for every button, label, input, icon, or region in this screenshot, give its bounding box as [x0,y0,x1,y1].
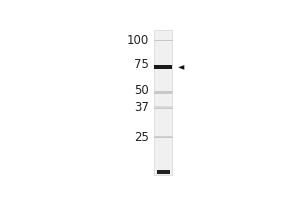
Bar [154,136,172,137]
Polygon shape [178,65,184,70]
Bar [154,91,172,94]
Bar [154,65,172,69]
Bar [157,170,169,174]
Text: 37: 37 [134,101,149,114]
Bar [154,106,172,108]
Bar [154,30,172,175]
Text: 100: 100 [127,34,149,47]
Text: 75: 75 [134,58,149,71]
Text: 25: 25 [134,131,149,144]
Text: 50: 50 [134,84,149,97]
